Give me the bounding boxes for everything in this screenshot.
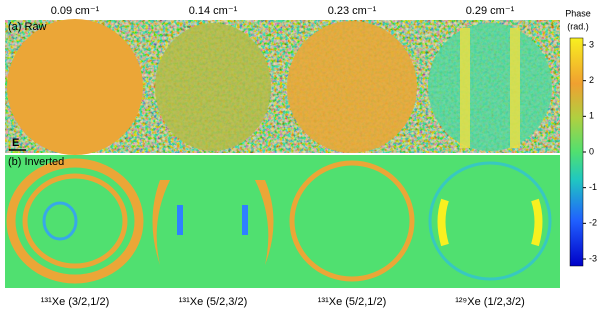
column-label: 0.23 cm⁻¹ — [328, 5, 377, 17]
colorbar-tick-label: -3 — [589, 253, 597, 263]
row-label: ¹³¹Xe (5/2,3/2) — [179, 296, 247, 308]
panel-label: (b) Inverted — [8, 156, 64, 168]
colorbar-tick-label: -1 — [589, 182, 597, 192]
column-label: 0.14 cm⁻¹ — [189, 5, 238, 17]
colorbar-title: Phase — [565, 8, 591, 18]
panel-label: (a) Raw — [8, 21, 47, 33]
column-label: 0.09 cm⁻¹ — [51, 5, 100, 17]
row-label: ¹²⁹Xe (1/2,3/2) — [455, 296, 525, 308]
colorbar-tick-label: 2 — [589, 75, 594, 85]
colorbar-tick-label: 3 — [589, 39, 594, 49]
column-label: 0.29 cm⁻¹ — [466, 5, 515, 17]
row-label: ¹³¹Xe (3/2,1/2) — [41, 296, 109, 308]
colorbar — [569, 37, 584, 267]
colorbar-tick-label: 1 — [589, 111, 594, 121]
colorbar-tick-label: -2 — [589, 218, 597, 228]
colorbar-tick-label: 0 — [589, 146, 594, 156]
colorbar-title: (rad.) — [567, 21, 589, 31]
raw-images — [5, 19, 560, 155]
axis-marker: E — [12, 137, 19, 149]
row-label: ¹³¹Xe (5/2,1/2) — [318, 296, 386, 308]
inverted-images — [5, 155, 560, 288]
